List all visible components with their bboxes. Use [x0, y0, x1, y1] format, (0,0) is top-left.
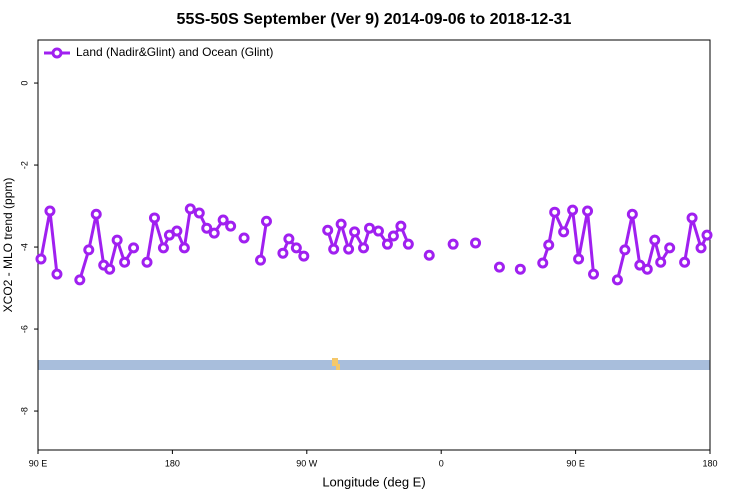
y-tick-label: -4 — [19, 243, 29, 251]
point — [626, 208, 638, 220]
point — [641, 263, 653, 275]
y-tick-label: -6 — [19, 325, 29, 333]
x-tick-label: 90 W — [296, 458, 318, 468]
point — [74, 274, 86, 286]
legend-label: Land (Nadir&Glint) and Ocean (Glint) — [76, 45, 273, 59]
point — [664, 242, 676, 254]
point — [686, 212, 698, 224]
point — [157, 242, 169, 254]
point — [558, 226, 570, 238]
surface-band — [38, 360, 710, 370]
point — [298, 250, 310, 262]
point — [83, 244, 95, 256]
point — [387, 230, 399, 242]
point — [225, 220, 237, 232]
chart-title: 55S-50S September (Ver 9) 2014-09-06 to … — [177, 11, 572, 28]
point — [573, 253, 585, 265]
point — [290, 242, 302, 254]
point — [201, 222, 213, 234]
point — [679, 256, 691, 268]
point — [549, 206, 561, 218]
point — [35, 253, 47, 265]
point — [619, 244, 631, 256]
point — [171, 225, 183, 237]
point — [655, 256, 667, 268]
x-tick-label: 90 E — [29, 458, 48, 468]
point — [104, 263, 116, 275]
point — [567, 204, 579, 216]
point — [255, 254, 267, 266]
x-axis-label: Longitude (deg E) — [322, 474, 425, 489]
point — [701, 229, 713, 241]
point — [423, 249, 435, 261]
point — [128, 242, 140, 254]
point — [335, 218, 347, 230]
point — [178, 242, 190, 254]
point — [493, 261, 505, 273]
y-axis-label: XCO2 - MLO trend (ppm) — [1, 178, 15, 313]
point — [193, 207, 205, 219]
point — [44, 205, 56, 217]
point — [148, 212, 160, 224]
point — [543, 239, 555, 251]
point — [537, 257, 549, 269]
point — [90, 208, 102, 220]
point — [217, 214, 229, 226]
point — [51, 268, 63, 280]
x-tick-label: 180 — [702, 458, 717, 468]
point — [381, 238, 393, 250]
point — [588, 268, 600, 280]
point — [277, 247, 289, 259]
plot-frame — [37, 39, 711, 451]
point — [649, 234, 661, 246]
point — [238, 232, 250, 244]
point — [447, 238, 459, 250]
y-tick-label: -8 — [19, 407, 29, 415]
y-tick-label: 0 — [19, 81, 29, 86]
point — [395, 220, 407, 232]
point — [260, 215, 272, 227]
point — [349, 226, 361, 238]
surface-patch — [336, 364, 340, 370]
surface-patch — [332, 358, 338, 366]
point — [372, 225, 384, 237]
point — [208, 227, 220, 239]
point — [514, 263, 526, 275]
point — [611, 274, 623, 286]
x-tick-label: 180 — [165, 458, 180, 468]
point — [343, 243, 355, 255]
point — [111, 234, 123, 246]
point — [322, 224, 334, 236]
point — [119, 256, 131, 268]
point — [364, 222, 376, 234]
y-tick-label: -2 — [19, 161, 29, 169]
point — [283, 233, 295, 245]
x-tick-label: 90 E — [566, 458, 585, 468]
point — [141, 256, 153, 268]
point — [582, 205, 594, 217]
legend-marker — [51, 47, 63, 59]
point — [402, 238, 414, 250]
point — [358, 242, 370, 254]
point — [328, 243, 340, 255]
x-tick-label: 0 — [439, 458, 444, 468]
point — [184, 203, 196, 215]
point — [695, 242, 707, 254]
point — [470, 237, 482, 249]
